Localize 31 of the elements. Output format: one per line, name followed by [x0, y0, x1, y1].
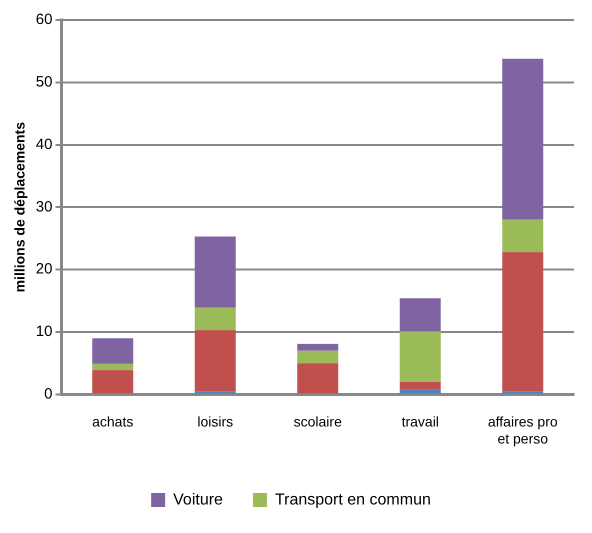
y-tick-label: 10 — [36, 323, 52, 340]
x-tick-label: scolaire — [294, 414, 342, 430]
x-tick-label: affaires pro et perso — [488, 414, 558, 446]
bar — [194, 308, 236, 330]
bar — [297, 344, 338, 351]
bar — [400, 382, 441, 390]
bar — [502, 58, 544, 220]
x-tick-label: loisirs — [197, 414, 234, 430]
bar — [297, 350, 338, 364]
y-axis-title: millions de déplacements — [11, 122, 28, 292]
legend-label: Voiture — [173, 491, 224, 508]
y-tick-label: 50 — [36, 74, 52, 91]
y-tick-label: 60 — [36, 11, 52, 28]
legend-label: Transport en commun — [274, 491, 431, 508]
bar — [297, 363, 338, 394]
x-tick-label: travail — [402, 414, 439, 430]
bar — [92, 364, 134, 370]
bar — [92, 370, 134, 394]
x-tick-label: achats — [92, 414, 134, 430]
y-tick-label: 40 — [36, 136, 52, 153]
bar — [400, 389, 441, 394]
bar — [194, 330, 236, 392]
bar — [502, 220, 544, 252]
bar — [400, 331, 441, 382]
bar — [92, 338, 134, 364]
y-tick-label: 30 — [36, 198, 52, 216]
bar — [400, 298, 441, 332]
bar — [502, 252, 544, 392]
y-tick-label: 0 — [44, 386, 52, 403]
bar — [194, 236, 236, 308]
y-tick-label: 20 — [36, 260, 52, 278]
